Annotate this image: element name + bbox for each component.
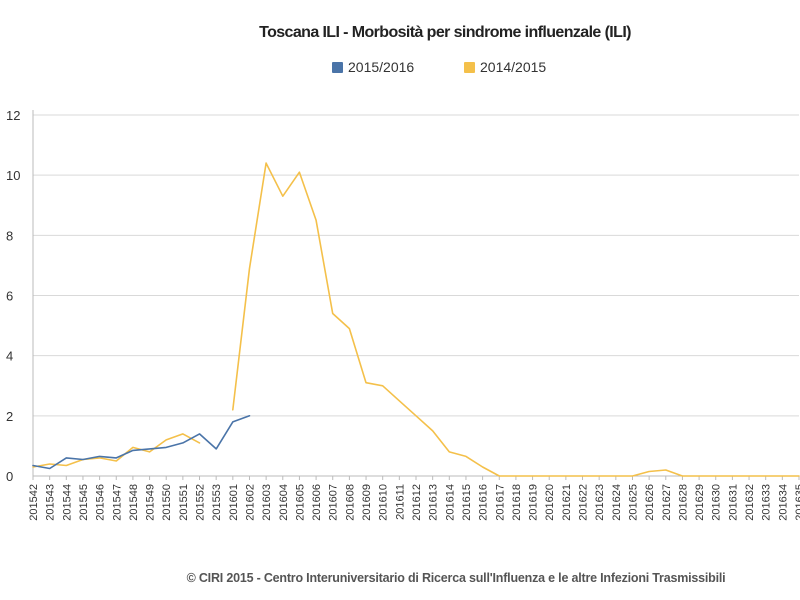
x-tick-label-201615: 201615 — [461, 484, 473, 521]
y-tick-label-2: 2 — [6, 409, 13, 424]
x-tick-label-201543: 201543 — [45, 484, 57, 521]
x-tick-label-201611: 201611 — [394, 484, 406, 520]
x-tick-label-201628: 201628 — [677, 484, 689, 521]
legend-swatch-2015-2016 — [332, 62, 343, 73]
x-tick-label-201621: 201621 — [561, 484, 573, 521]
y-tick-label-8: 8 — [6, 228, 13, 243]
x-tick-label-201618: 201618 — [511, 484, 523, 521]
x-tick-label-201552: 201552 — [195, 484, 207, 521]
x-tick-label-201549: 201549 — [145, 484, 157, 521]
x-tick-label-201622: 201622 — [578, 484, 590, 521]
legend-item-2015-2016[interactable]: 2015/2016 — [332, 59, 414, 75]
x-tick-label-201542: 201542 — [28, 484, 40, 521]
x-tick-label-201614: 201614 — [444, 484, 456, 521]
y-tick-label-12: 12 — [6, 108, 20, 123]
series-line-2014-2015-seg-0 — [32, 433, 201, 468]
copyright-footer: © CIRI 2015 - Centro Interuniversitario … — [186, 571, 726, 585]
x-tick-label-201610: 201610 — [378, 484, 390, 521]
grid-lines — [33, 114, 799, 417]
x-tick-label-201605: 201605 — [294, 484, 306, 521]
legend-label-2015-2016: 2015/2016 — [348, 59, 415, 75]
chart-title: Toscana ILI - Morbosità per sindrome inf… — [259, 24, 631, 41]
x-tick-label-201612: 201612 — [411, 484, 423, 521]
y-tick-label-10: 10 — [6, 168, 20, 183]
y-tick-label-6: 6 — [6, 289, 13, 304]
x-tick-label-201604: 201604 — [278, 484, 290, 521]
series-line-2015-2016-seg-0 — [32, 414, 251, 470]
x-tick-label-201630: 201630 — [711, 484, 723, 521]
x-tick-label-201633: 201633 — [761, 484, 773, 521]
x-tick-label-201545: 201545 — [78, 484, 90, 521]
x-tick-label-201632: 201632 — [744, 484, 756, 521]
y-tick-label-4: 4 — [6, 349, 13, 364]
x-tick-label-201629: 201629 — [694, 484, 706, 521]
x-tick-label-201613: 201613 — [428, 484, 440, 521]
x-tick-label-201609: 201609 — [361, 484, 373, 521]
x-tick-label-201631: 201631 — [727, 484, 739, 521]
x-tick-label-201619: 201619 — [528, 484, 540, 521]
x-tick-label-201551: 201551 — [178, 484, 190, 521]
x-tick-label-201546: 201546 — [95, 484, 107, 521]
axes — [32, 110, 800, 480]
x-tick-label-201607: 201607 — [328, 484, 340, 521]
x-tick-label-201624: 201624 — [611, 484, 623, 521]
x-tick-label-201548: 201548 — [128, 484, 140, 521]
x-tick-label-201608: 201608 — [344, 484, 356, 521]
legend-item-2014-2015[interactable]: 2014/2015 — [464, 59, 546, 75]
x-tick-label-201616: 201616 — [478, 484, 490, 521]
x-tick-label-201602: 201602 — [244, 484, 256, 521]
x-tick-labels: 201542 201543 201544 201545 201546 201547 2015… — [28, 484, 800, 521]
x-tick-label-201625: 201625 — [627, 484, 639, 521]
x-tick-label-201553: 201553 — [211, 484, 223, 521]
y-tick-labels: 0 2 4 6 8 10 12 — [6, 108, 20, 484]
x-tick-label-201603: 201603 — [261, 484, 273, 521]
x-tick-label-201544: 201544 — [61, 484, 73, 521]
legend-swatch-2014-2015 — [464, 62, 475, 73]
y-tick-label-0: 0 — [6, 469, 13, 484]
x-tick-label-201635: 201635 — [794, 484, 800, 521]
x-tick-label-201606: 201606 — [311, 484, 323, 521]
series-lines — [32, 162, 800, 477]
x-tick-label-201617: 201617 — [494, 484, 506, 521]
series-line-2014-2015-seg-1 — [232, 162, 800, 477]
x-tick-label-201634: 201634 — [777, 484, 789, 521]
x-tick-label-201626: 201626 — [644, 484, 656, 521]
x-tick-label-201623: 201623 — [594, 484, 606, 521]
x-tick-label-201547: 201547 — [111, 484, 123, 521]
x-tick-label-201620: 201620 — [544, 484, 556, 521]
x-tick-label-201601: 201601 — [228, 484, 240, 521]
legend-label-2014-2015: 2014/2015 — [480, 59, 547, 75]
x-tick-label-201550: 201550 — [161, 484, 173, 521]
legend: 2015/2016 2014/2015 — [0, 59, 800, 79]
x-tick-label-201627: 201627 — [661, 484, 673, 521]
